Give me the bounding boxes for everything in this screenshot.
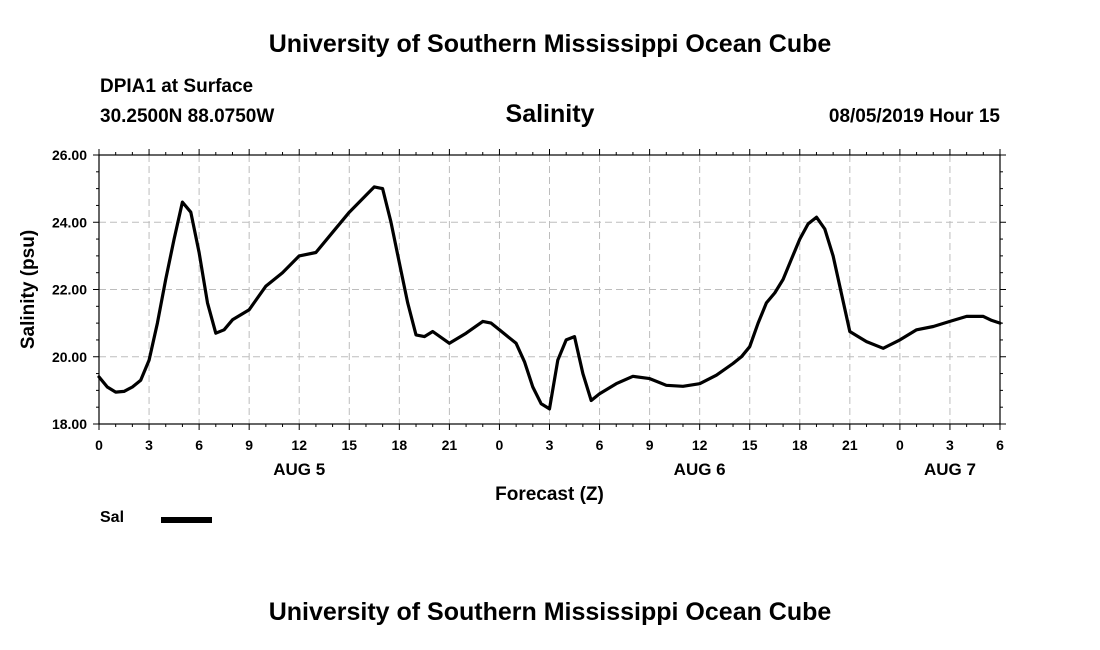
- legend-label: Sal: [100, 509, 125, 526]
- x-tick-label: 6: [996, 437, 1004, 453]
- day-labels: AUG 5 AUG 6 AUG 7: [273, 460, 976, 479]
- footer-title: University of Southern Mississippi Ocean…: [268, 598, 832, 626]
- station-name: DPIA1 at Surface: [100, 76, 254, 97]
- series-layer: [97, 185, 1002, 411]
- x-tick-label: 9: [245, 437, 253, 453]
- x-tick-label: 21: [842, 437, 858, 453]
- x-tick-label: 12: [291, 437, 307, 453]
- station-coordinates: 30.2500N 88.0750W: [100, 106, 275, 127]
- grid-lines: [99, 155, 1000, 424]
- x-tick-label: 6: [596, 437, 604, 453]
- series-line-sal: [97, 185, 1002, 411]
- chart-title: Salinity: [505, 100, 595, 128]
- day-label: AUG 5: [273, 460, 325, 479]
- x-tick-label: 3: [145, 437, 153, 453]
- y-tick-label: 20.00: [52, 349, 87, 365]
- x-tick-label: 15: [341, 437, 357, 453]
- forecast-timestamp: 08/05/2019 Hour 15: [828, 106, 1000, 127]
- x-tick-label: 12: [692, 437, 708, 453]
- y-axis-title: Salinity (psu): [18, 230, 39, 349]
- x-tick-label: 3: [946, 437, 954, 453]
- x-tick-label: 0: [896, 437, 904, 453]
- y-tick-label: 18.00: [52, 416, 87, 432]
- y-tick-label: 26.00: [52, 147, 87, 163]
- page-title: University of Southern Mississippi Ocean…: [268, 30, 832, 58]
- x-tick-label: 18: [392, 437, 408, 453]
- x-tick-label: 9: [646, 437, 654, 453]
- y-tick-label: 22.00: [52, 282, 87, 298]
- x-tick-label: 0: [95, 437, 103, 453]
- y-tick-label: 24.00: [52, 214, 87, 230]
- x-tick-label: 6: [195, 437, 203, 453]
- legend-swatch: [161, 517, 212, 523]
- day-label: AUG 6: [674, 460, 726, 479]
- x-tick-label: 15: [742, 437, 758, 453]
- x-tick-label: 0: [496, 437, 504, 453]
- x-tick-label: 21: [442, 437, 458, 453]
- x-tick-label: 18: [792, 437, 808, 453]
- plot-frame: [98, 154, 1001, 425]
- x-tick-label: 3: [546, 437, 554, 453]
- x-tick-labels: 0 3 6 9 12 15 18 21 0 3 6 9 12 15 18 21 0 3 6: [95, 437, 1004, 453]
- day-label: AUG 7: [924, 460, 976, 479]
- x-axis-title: Forecast (Z): [495, 484, 604, 505]
- y-tick-labels: 18.00 20.00 22.00 24.00 26.00: [52, 147, 87, 432]
